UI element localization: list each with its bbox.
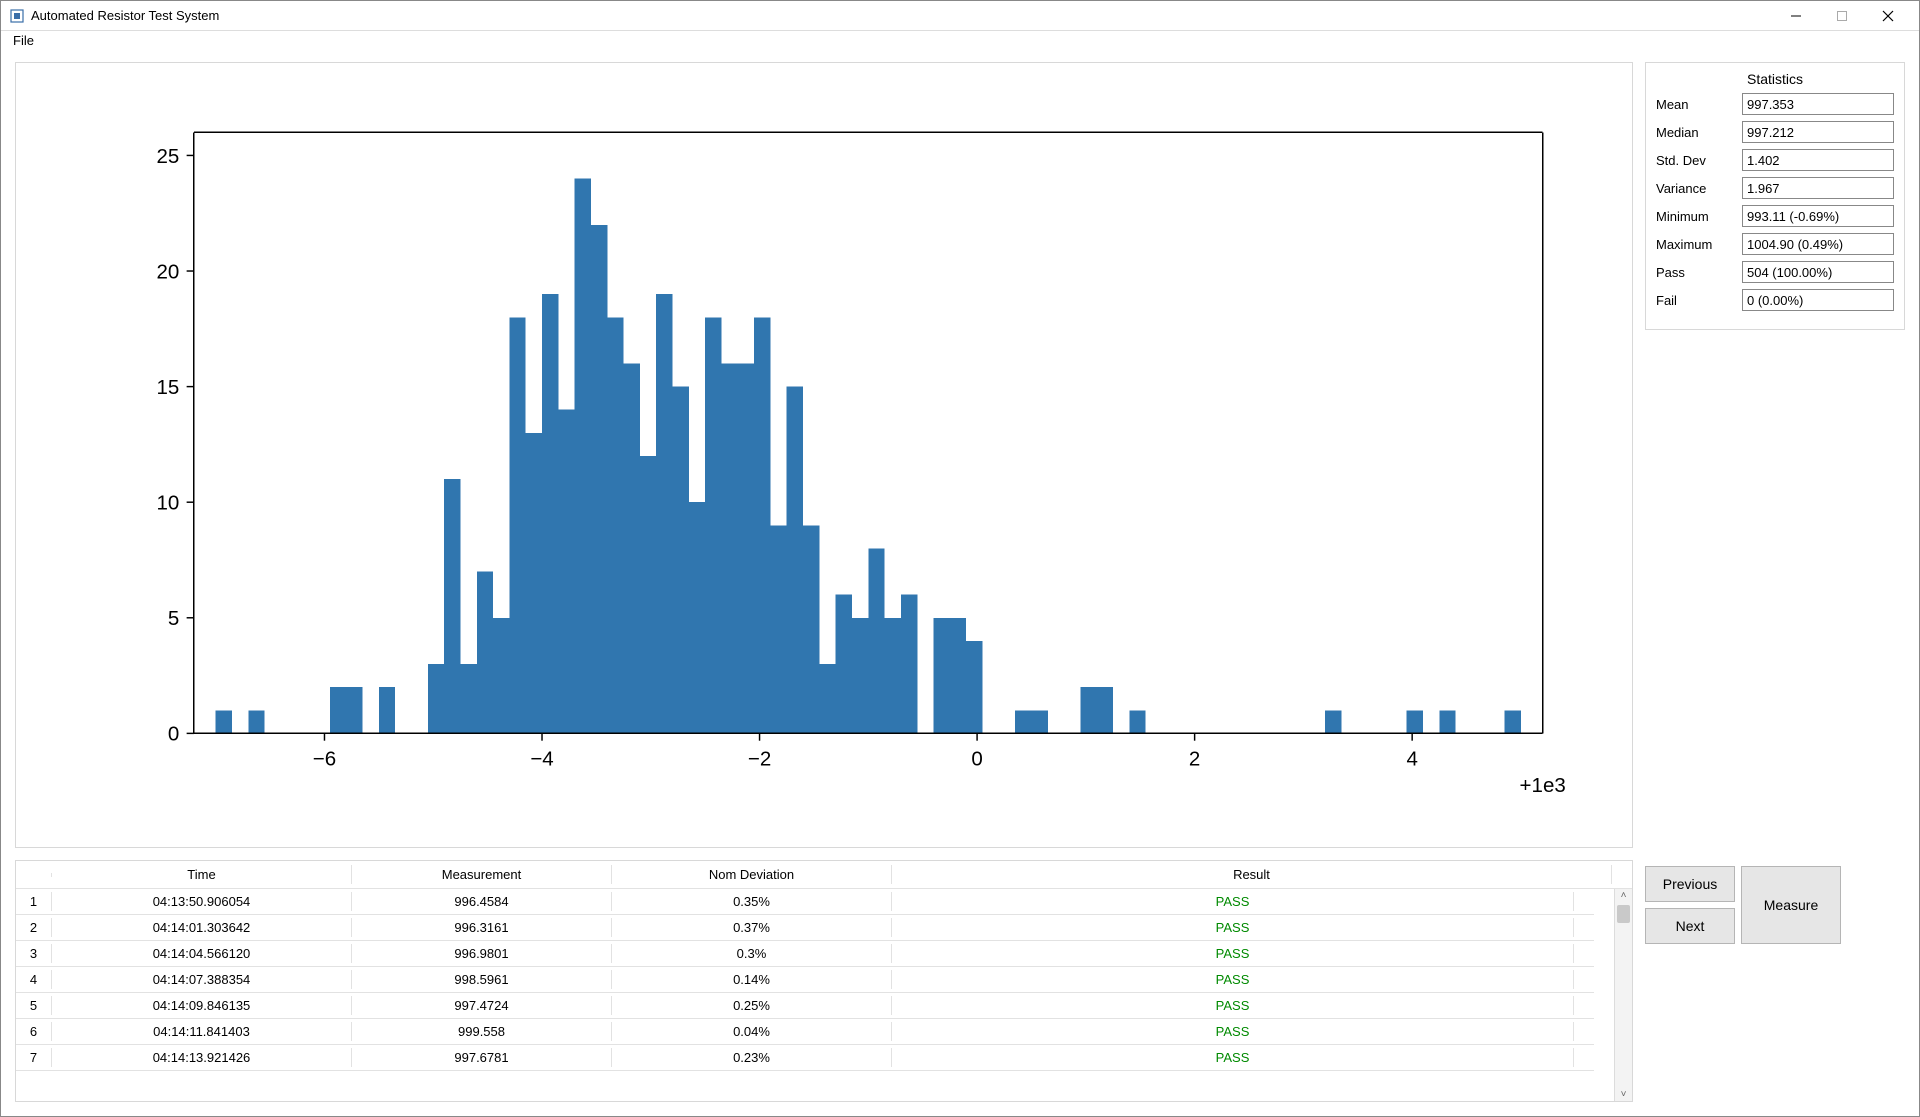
next-button[interactable]: Next (1645, 908, 1735, 944)
label-median: Median (1656, 125, 1736, 140)
content-area: −6−4−20240510152025+1e3 Statistics Mean … (1, 50, 1919, 1116)
table-scrollbar[interactable]: ˄ ˅ (1614, 889, 1632, 1101)
cell-result: PASS (892, 1048, 1574, 1067)
measure-button[interactable]: Measure (1741, 866, 1841, 944)
cell-deviation: 0.25% (612, 996, 892, 1015)
svg-text:0: 0 (971, 748, 982, 771)
svg-text:2: 2 (1189, 748, 1200, 771)
value-minimum[interactable] (1742, 205, 1894, 227)
row-number: 1 (16, 892, 52, 911)
cell-time: 04:13:50.906054 (52, 892, 352, 911)
svg-text:−4: −4 (530, 748, 553, 771)
table-row[interactable]: 404:14:07.388354998.59610.14%PASS (16, 967, 1594, 993)
row-number: 5 (16, 996, 52, 1015)
cell-time: 04:14:11.841403 (52, 1022, 352, 1041)
action-buttons: Previous Next Measure (1645, 860, 1905, 1102)
table-header: Time Measurement Nom Deviation Result (16, 861, 1632, 889)
cell-time: 04:14:04.566120 (52, 944, 352, 963)
cell-measurement: 999.558 (352, 1022, 612, 1041)
svg-text:4: 4 (1406, 748, 1417, 771)
svg-text:+1e3: +1e3 (1520, 774, 1566, 797)
cell-result: PASS (892, 1022, 1574, 1041)
cell-measurement: 996.4584 (352, 892, 612, 911)
row-number: 6 (16, 1022, 52, 1041)
row-number: 7 (16, 1048, 52, 1067)
value-pass[interactable] (1742, 261, 1894, 283)
col-measurement[interactable]: Measurement (352, 865, 612, 884)
label-variance: Variance (1656, 181, 1736, 196)
svg-text:25: 25 (156, 145, 179, 168)
table-row[interactable]: 304:14:04.566120996.98010.3%PASS (16, 941, 1594, 967)
col-time[interactable]: Time (52, 865, 352, 884)
cell-measurement: 996.9801 (352, 944, 612, 963)
app-window: Automated Resistor Test System File −6 −4… (0, 0, 1920, 1117)
cell-deviation: 0.3% (612, 944, 892, 963)
measurements-table: Time Measurement Nom Deviation Result 10… (15, 860, 1633, 1102)
cell-result: PASS (892, 944, 1574, 963)
cell-time: 04:14:13.921426 (52, 1048, 352, 1067)
histogram-chart: −6 −4 −2 0 2 4 0 5 10 15 20 25 +1e3 (106, 103, 1572, 807)
value-maximum[interactable] (1742, 233, 1894, 255)
svg-text:10: 10 (156, 492, 179, 515)
table-row[interactable]: 204:14:01.303642996.31610.37%PASS (16, 915, 1594, 941)
cell-deviation: 0.35% (612, 892, 892, 911)
col-deviation[interactable]: Nom Deviation (612, 865, 892, 884)
svg-text:20: 20 (156, 261, 179, 284)
app-icon (9, 8, 25, 24)
cell-measurement: 997.4724 (352, 996, 612, 1015)
cell-time: 04:14:01.303642 (52, 918, 352, 937)
label-fail: Fail (1656, 293, 1736, 308)
svg-text:15: 15 (156, 376, 179, 399)
value-fail[interactable] (1742, 289, 1894, 311)
table-row[interactable]: 504:14:09.846135997.47240.25%PASS (16, 993, 1594, 1019)
svg-text:−2: −2 (748, 748, 771, 771)
cell-measurement: 998.5961 (352, 970, 612, 989)
maximize-button[interactable] (1819, 1, 1865, 31)
menu-file[interactable]: File (9, 33, 38, 48)
cell-deviation: 0.14% (612, 970, 892, 989)
label-pass: Pass (1656, 265, 1736, 280)
label-mean: Mean (1656, 97, 1736, 112)
cell-deviation: 0.23% (612, 1048, 892, 1067)
menubar: File (1, 31, 1919, 50)
cell-result: PASS (892, 970, 1574, 989)
row-number: 3 (16, 944, 52, 963)
value-stddev[interactable] (1742, 149, 1894, 171)
statistics-title: Statistics (1656, 71, 1894, 87)
svg-text:0: 0 (168, 723, 179, 746)
cell-time: 04:14:09.846135 (52, 996, 352, 1015)
histogram-panel: −6 −4 −2 0 2 4 0 5 10 15 20 25 +1e3 (15, 62, 1633, 848)
col-result[interactable]: Result (892, 865, 1612, 884)
scroll-up-icon[interactable]: ˄ (1615, 890, 1632, 901)
cell-result: PASS (892, 892, 1574, 911)
table-row[interactable]: 104:13:50.906054996.45840.35%PASS (16, 889, 1594, 915)
cell-deviation: 0.37% (612, 918, 892, 937)
previous-button[interactable]: Previous (1645, 866, 1735, 902)
cell-measurement: 997.6781 (352, 1048, 612, 1067)
close-button[interactable] (1865, 1, 1911, 31)
cell-measurement: 996.3161 (352, 918, 612, 937)
scroll-down-icon[interactable]: ˅ (1615, 1089, 1632, 1100)
label-maximum: Maximum (1656, 237, 1736, 252)
cell-result: PASS (892, 996, 1574, 1015)
value-median[interactable] (1742, 121, 1894, 143)
minimize-button[interactable] (1773, 1, 1819, 31)
statistics-panel: Statistics Mean Median Std. Dev Variance… (1645, 62, 1905, 330)
table-row[interactable]: 704:14:13.921426997.67810.23%PASS (16, 1045, 1594, 1071)
cell-deviation: 0.04% (612, 1022, 892, 1041)
cell-result: PASS (892, 918, 1574, 937)
scrollbar-thumb[interactable] (1617, 905, 1630, 923)
label-minimum: Minimum (1656, 209, 1736, 224)
row-number: 2 (16, 918, 52, 937)
window-title: Automated Resistor Test System (31, 8, 219, 23)
svg-text:5: 5 (168, 607, 179, 630)
cell-time: 04:14:07.388354 (52, 970, 352, 989)
value-mean[interactable] (1742, 93, 1894, 115)
table-row[interactable]: 604:14:11.841403999.5580.04%PASS (16, 1019, 1594, 1045)
row-number: 4 (16, 970, 52, 989)
svg-text:−6: −6 (313, 748, 336, 771)
titlebar: Automated Resistor Test System (1, 1, 1919, 31)
label-stddev: Std. Dev (1656, 153, 1736, 168)
value-variance[interactable] (1742, 177, 1894, 199)
